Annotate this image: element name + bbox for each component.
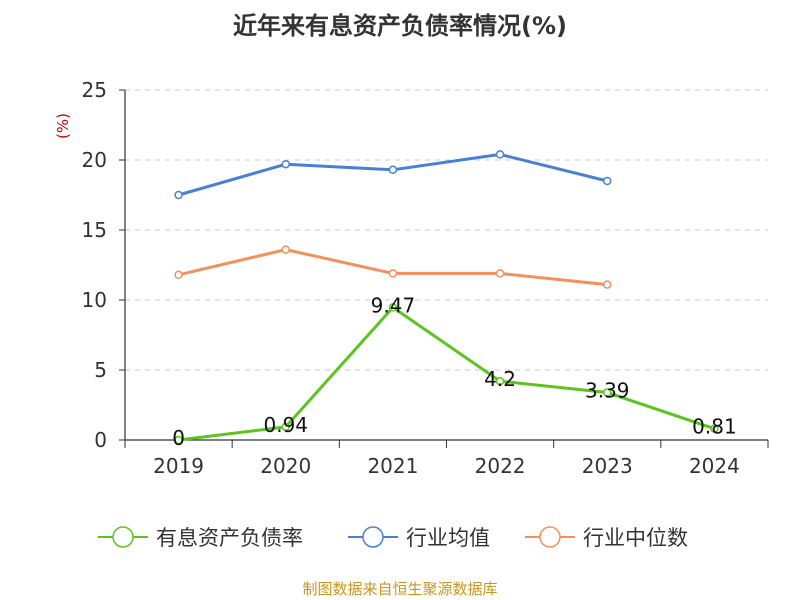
y-tick-label: 15: [82, 218, 107, 242]
y-tick-label: 0: [94, 428, 107, 452]
legend-item-1: 行业均值: [348, 526, 490, 550]
series-line: [178, 305, 715, 442]
legend-marker: [112, 526, 134, 548]
legend-marker: [539, 526, 561, 548]
data-point: [388, 303, 398, 312]
x-tick-label: 2020: [260, 454, 311, 478]
data-label: 0: [172, 426, 185, 450]
x-tick-label: 2019: [153, 454, 204, 478]
data-point: [174, 435, 183, 445]
x-tick-label: 2022: [475, 454, 526, 478]
data-point: [710, 424, 719, 433]
series-0: [174, 303, 719, 445]
series-1: [174, 150, 612, 200]
data-point: [281, 245, 290, 254]
data-label: 4.2: [484, 367, 516, 391]
legend: 有息资产负债率 行业均值 行业中位数: [98, 526, 688, 550]
data-point: [495, 269, 505, 278]
y-tick-label: 20: [82, 148, 107, 172]
data-label: 9.47: [371, 293, 416, 317]
series-line: [178, 152, 608, 197]
legend-marker: [362, 526, 384, 548]
data-point: [388, 269, 398, 278]
data-point: [603, 388, 612, 397]
data-point: [174, 190, 183, 200]
legend-label: 有息资产负债率: [156, 526, 303, 550]
y-tick-label: 5: [94, 358, 107, 382]
legend-label: 行业均值: [406, 526, 490, 550]
data-point: [281, 159, 290, 169]
y-axis-label: (%): [54, 113, 72, 139]
data-labels: 0 0.94 9.47 4.2 3.39 0.81: [172, 293, 736, 450]
chart-title: 近年来有息资产负债率情况(%): [233, 12, 567, 40]
series-line: [178, 248, 608, 287]
data-label: 0.81: [692, 415, 737, 439]
x-tick-label: 2021: [367, 454, 418, 478]
data-point: [603, 176, 612, 186]
legend-item-2: 行业中位数: [525, 526, 688, 550]
axes: 0 5 10 15 20 25 2019 2020 2021 2022 2023 2024: [82, 78, 769, 478]
data-point: [495, 376, 505, 386]
y-tick-label: 25: [82, 78, 107, 102]
legend-label: 行业中位数: [583, 526, 688, 550]
data-point: [495, 150, 505, 159]
data-label: 3.39: [585, 379, 630, 403]
source-note: 制图数据来自恒生聚源数据库: [302, 580, 498, 598]
data-point: [603, 280, 612, 289]
x-tick-label: 2023: [582, 454, 633, 478]
y-tick-label: 10: [82, 288, 107, 312]
x-tick-label: 2024: [689, 454, 740, 478]
series: [174, 150, 719, 445]
data-point: [281, 422, 290, 432]
legend-item-0: 有息资产负债率: [98, 526, 303, 550]
grid-lines: [125, 89, 768, 371]
data-point: [388, 165, 398, 175]
data-point: [174, 270, 183, 280]
data-label: 0.94: [263, 413, 308, 437]
series-2: [174, 245, 612, 289]
